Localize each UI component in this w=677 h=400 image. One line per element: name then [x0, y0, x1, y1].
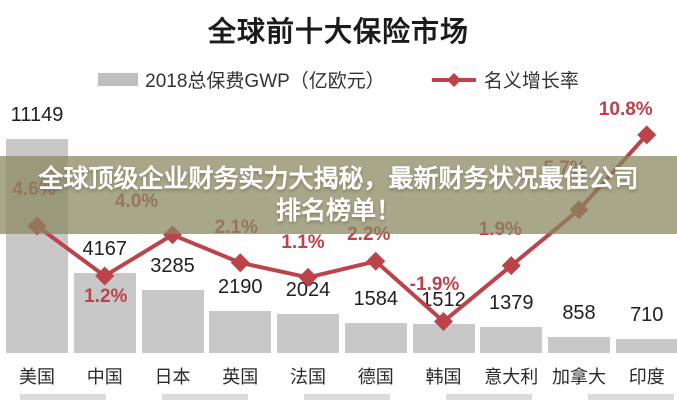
- bar-value-label: 2024: [285, 279, 331, 301]
- category-label: 加拿大: [552, 367, 606, 387]
- line-marker-diamond: [298, 267, 318, 287]
- bar-value-label: 4167: [82, 238, 128, 260]
- bar-value-label: 2190: [218, 276, 263, 298]
- bar-印度: [615, 339, 677, 353]
- bar-swatch-icon: [98, 73, 139, 86]
- bar-英国: [209, 311, 272, 353]
- bar-意大利: [480, 327, 543, 353]
- bar-value-label: 858: [562, 302, 596, 324]
- growth-rate-label: -1.9%: [409, 273, 460, 295]
- bar-value-label: 3285: [150, 255, 195, 277]
- bottom-strip-segment: [446, 394, 532, 400]
- bar-日本: [141, 290, 204, 353]
- bottom-strip-segment: [20, 394, 106, 400]
- category-label: 德国: [357, 367, 394, 387]
- growth-line-path: [35, 133, 649, 324]
- banner-line2: 排名榜单！: [275, 197, 401, 225]
- category-label: 日本: [154, 367, 191, 387]
- category-label: 英国: [222, 367, 259, 387]
- chart-legend: 2018总保费GWP（亿欧元） 名义增长率: [0, 66, 677, 93]
- growth-rate-label: 1.2%: [84, 285, 128, 307]
- category-label: 韩国: [425, 367, 462, 387]
- bar-加拿大: [548, 337, 610, 353]
- category-label: 中国: [86, 367, 123, 387]
- overlay-banner: 全球顶级企业财务实力大揭秘，最新财务状况最佳公司 排名榜单！: [0, 156, 677, 234]
- line-marker-diamond: [637, 125, 657, 145]
- bar-value-label: 710: [630, 304, 664, 326]
- category-label: 美国: [19, 367, 55, 387]
- line-diamond-icon: [431, 72, 476, 87]
- line-marker-diamond: [501, 256, 521, 276]
- growth-rate-label: 1.1%: [281, 232, 325, 254]
- growth-rate-label: 10.8%: [598, 98, 653, 120]
- bar-value-label: 1584: [353, 288, 399, 310]
- legend-label-gwp: 2018总保费GWP（亿欧元）: [145, 71, 385, 92]
- legend-item-gwp: 2018总保费GWP（亿欧元）: [98, 66, 385, 93]
- bar-value-label: 11149: [10, 104, 64, 126]
- bottom-strip-segment: [588, 394, 674, 400]
- line-marker-diamond: [95, 266, 115, 286]
- chart-title: 全球前十大保险市场: [207, 16, 469, 47]
- legend-item-growth: 名义增长率: [431, 66, 579, 93]
- bar-德国: [344, 323, 407, 353]
- bar-中国: [73, 273, 136, 353]
- line-marker-diamond: [366, 251, 386, 271]
- category-label: 法国: [290, 367, 326, 387]
- bottom-strip-segment: [304, 394, 390, 400]
- banner-line1: 全球顶级企业财务实力大揭秘，最新财务状况最佳公司: [38, 165, 639, 193]
- category-label: 意大利: [484, 367, 539, 387]
- bar-value-label: 1512: [421, 289, 466, 311]
- category-label: 印度: [628, 367, 665, 387]
- bar-value-label: 1379: [489, 292, 534, 314]
- line-marker-diamond: [230, 253, 250, 273]
- bar-法国: [277, 314, 339, 353]
- line-marker-diamond: [434, 312, 453, 332]
- legend-label-growth: 名义增长率: [483, 71, 579, 92]
- bottom-strip-segment: [162, 394, 248, 400]
